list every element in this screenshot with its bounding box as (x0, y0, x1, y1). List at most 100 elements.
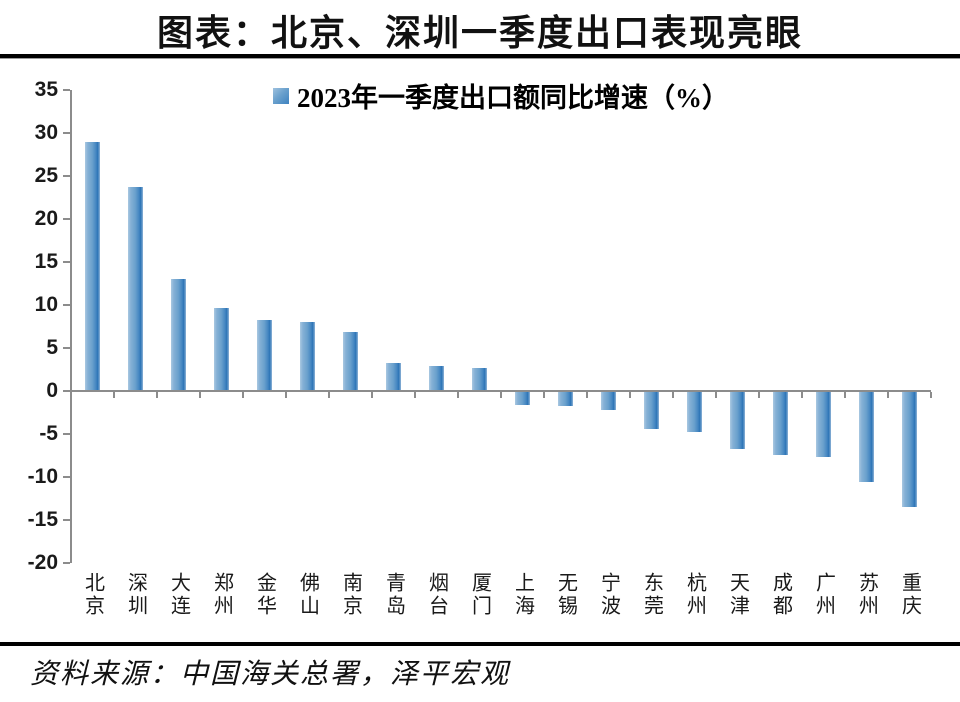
bar-宁波 (601, 392, 616, 411)
y-axis-label: 10 (34, 293, 58, 316)
y-axis-label: 0 (46, 379, 58, 402)
y-axis-tick (63, 304, 70, 306)
bar-杭州 (687, 392, 702, 433)
category-label-text: 杭州 (683, 572, 706, 618)
category-label-烟台: 烟台 (415, 572, 458, 636)
y-axis-label: -15 (27, 508, 58, 531)
category-label-text: 无锡 (554, 572, 577, 618)
y-axis-label: -20 (27, 551, 58, 574)
category-label-text: 郑州 (210, 572, 233, 618)
bar-郑州 (214, 307, 229, 391)
bar-无锡 (558, 392, 573, 406)
category-label-text: 厦门 (468, 572, 491, 618)
category-label-text: 天津 (726, 572, 749, 618)
category-label-金华: 金华 (243, 572, 286, 636)
category-label-北京: 北京 (71, 572, 114, 636)
category-label-上海: 上海 (501, 572, 544, 636)
chart-legend: 2023年一季度出口额同比增速（%） (71, 76, 931, 115)
y-axis-label: 30 (34, 121, 58, 144)
y-axis-tick (63, 347, 70, 349)
category-label-text: 成都 (769, 572, 792, 618)
x-axis-tick (328, 392, 330, 398)
category-label-佛山: 佛山 (286, 572, 329, 636)
y-axis-label: 25 (34, 164, 58, 187)
category-label-青岛: 青岛 (372, 572, 415, 636)
bar-金华 (257, 320, 272, 391)
category-label-东莞: 东莞 (630, 572, 673, 636)
category-label-南京: 南京 (329, 572, 372, 636)
category-label-天津: 天津 (716, 572, 759, 636)
x-axis-tick (801, 392, 803, 398)
y-axis-label: 15 (34, 250, 58, 273)
top-divider (0, 54, 960, 59)
category-label-广州: 广州 (802, 572, 845, 636)
x-axis-tick (113, 392, 115, 398)
x-axis-tick (758, 392, 760, 398)
x-axis-tick (199, 392, 201, 398)
category-label-text: 苏州 (855, 572, 878, 618)
x-axis-tick (715, 392, 717, 398)
category-label-宁波: 宁波 (587, 572, 630, 636)
category-label-text: 北京 (81, 572, 104, 618)
legend-marker-icon (273, 87, 289, 104)
bar-东莞 (644, 392, 659, 429)
bar-烟台 (429, 366, 444, 391)
bar-重庆 (902, 392, 917, 508)
legend-label: 2023年一季度出口额同比增速（%） (297, 83, 729, 113)
category-label-重庆: 重庆 (888, 572, 931, 636)
bottom-divider (0, 642, 960, 646)
x-axis-tick (156, 392, 158, 398)
page-title: 图表：北京、深圳一季度出口表现亮眼 (156, 13, 803, 53)
y-axis-label: 5 (46, 336, 58, 359)
bar-大连 (171, 279, 186, 391)
bar-北京 (85, 142, 100, 391)
x-axis-tick (629, 392, 631, 398)
source-note: 资料来源：中国海关总署，泽平宏观 (30, 659, 511, 690)
x-axis-tick (930, 392, 932, 398)
y-axis-tick (63, 476, 70, 478)
y-axis-tick (63, 433, 70, 435)
x-axis-tick (672, 392, 674, 398)
x-axis-tick (70, 392, 72, 398)
bar-佛山 (300, 322, 315, 391)
y-axis-tick (63, 562, 70, 564)
x-axis-tick (543, 392, 545, 398)
bar-南京 (343, 331, 358, 391)
category-label-无锡: 无锡 (544, 572, 587, 636)
bar-广州 (816, 392, 831, 457)
y-axis-label: 35 (34, 78, 58, 101)
y-axis-tick (63, 89, 70, 91)
bar-上海 (515, 392, 530, 405)
x-axis-tick (242, 392, 244, 398)
category-label-text: 烟台 (425, 572, 448, 618)
category-label-text: 广州 (812, 572, 835, 618)
x-axis-tick (414, 392, 416, 398)
y-axis-tick (63, 132, 70, 134)
x-axis-tick (586, 392, 588, 398)
bar-成都 (773, 392, 788, 455)
category-label-text: 宁波 (597, 572, 620, 618)
category-label-苏州: 苏州 (845, 572, 888, 636)
x-axis-tick (844, 392, 846, 398)
category-label-郑州: 郑州 (200, 572, 243, 636)
category-label-text: 东莞 (640, 572, 663, 618)
y-axis-tick (63, 261, 70, 263)
x-axis-tick (371, 392, 373, 398)
category-label-text: 南京 (339, 572, 362, 618)
bar-深圳 (128, 187, 143, 391)
x-axis-line (70, 390, 931, 392)
bar-苏州 (859, 392, 874, 483)
x-axis-tick (285, 392, 287, 398)
y-axis-tick (63, 390, 70, 392)
y-axis-label: 20 (34, 207, 58, 230)
y-axis-tick (63, 519, 70, 521)
category-label-text: 佛山 (296, 572, 319, 618)
category-label-text: 重庆 (898, 572, 921, 618)
x-axis-tick (500, 392, 502, 398)
category-label-大连: 大连 (157, 572, 200, 636)
y-axis-tick (63, 175, 70, 177)
category-label-text: 深圳 (124, 572, 147, 618)
x-axis-tick (887, 392, 889, 398)
x-axis-tick (457, 392, 459, 398)
